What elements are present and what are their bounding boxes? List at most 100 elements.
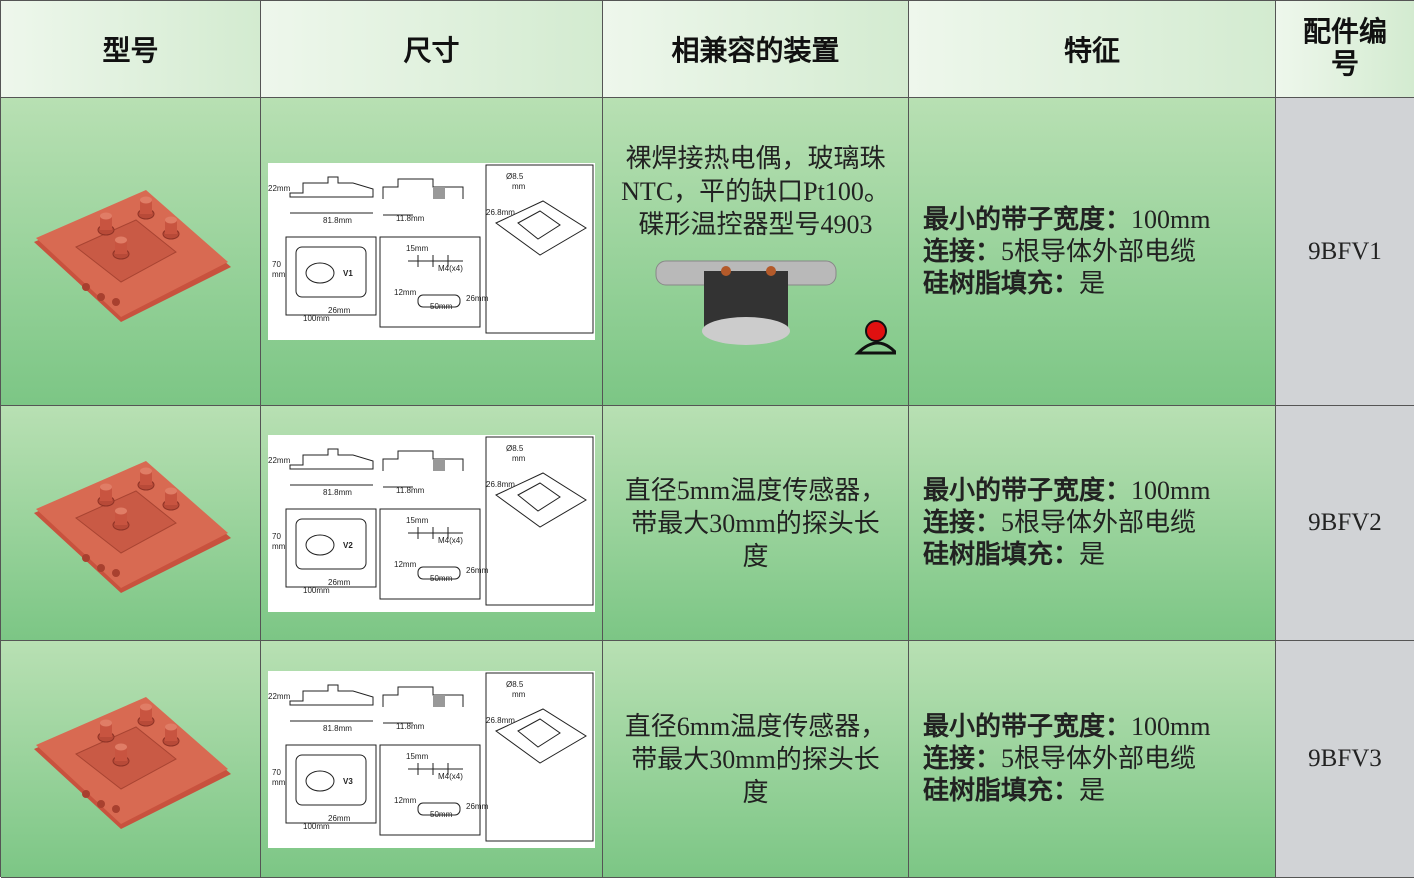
variant-mark: V2 <box>343 541 353 550</box>
rivet <box>720 266 731 276</box>
post-body <box>139 707 152 721</box>
dimension-label: 70 <box>272 532 281 541</box>
marker <box>864 320 887 342</box>
feature-value: 是 <box>1079 776 1106 805</box>
top-view-hole <box>305 262 335 284</box>
dimension-label: 100mm <box>303 822 330 831</box>
top-view <box>295 246 367 298</box>
dimension-label: 100mm <box>303 586 330 595</box>
post-body <box>164 727 177 741</box>
feature-line: 连接：5根导体外部电缆 <box>923 743 1196 775</box>
iso-view <box>495 200 587 256</box>
hatch <box>433 458 445 471</box>
header-text: 型号 <box>102 36 159 67</box>
iso-detail <box>517 481 561 512</box>
dimension-label: 12mm <box>394 796 417 805</box>
header-cell: 特征 <box>909 1 1276 98</box>
part-number: 9BFV2 <box>1308 509 1382 536</box>
post-top <box>114 507 127 515</box>
dimension-label: 81.8mm <box>323 216 352 225</box>
feature-label: 连接： <box>923 744 1002 773</box>
dimension-label: Ø8.5 <box>506 444 524 453</box>
hole <box>81 554 90 562</box>
device-text: 直径5mm温度传感器，带最大30mm的探头长度 <box>624 475 887 571</box>
hole <box>81 282 90 291</box>
feature-label: 硅树脂填充： <box>923 776 1080 805</box>
size-cell: 22mm 81.8mm 11.8mm Ø8.5 mm 26.8mm 70 mm 26mm 100m… <box>261 406 603 641</box>
hole <box>96 800 105 808</box>
iso-box <box>485 164 594 334</box>
part-cell: 9BFV3 <box>1276 641 1414 878</box>
dimension-label: 50mm <box>430 302 453 311</box>
feature-label: 最小的带子宽度： <box>923 712 1132 741</box>
drawing-box: 22mm 81.8mm 11.8mm Ø8.5 mm 26.8mm 70 mm 26mm 100m… <box>268 670 595 848</box>
hole <box>111 805 120 813</box>
feature-value: 是 <box>1079 540 1106 569</box>
feature-line: 最小的带子宽度：100mm <box>923 475 1210 507</box>
dimension-label: 50mm <box>430 574 453 583</box>
dimension-label: 81.8mm <box>323 488 352 497</box>
post-body <box>114 239 127 254</box>
dimension-label: 11.8mm <box>396 214 425 223</box>
dimension-label: 26.8mm <box>486 716 515 725</box>
dimension-label: M4(x4) <box>438 536 463 545</box>
dimension-label: mm <box>512 182 526 191</box>
dimension-label: Ø8.5 <box>506 680 524 689</box>
hole <box>111 297 120 306</box>
front-box <box>379 744 481 835</box>
dimension-label: 81.8mm <box>323 724 352 733</box>
post-body <box>114 511 127 525</box>
side-profile <box>289 176 374 198</box>
connector <box>417 294 461 308</box>
dimension-label: 22mm <box>268 456 291 465</box>
connector <box>417 802 461 815</box>
feature-label: 连接： <box>923 508 1002 537</box>
dimension-label: 70 <box>272 768 281 777</box>
terminal <box>408 255 463 267</box>
dimension-label: Ø8.5 <box>506 172 524 181</box>
side-profile <box>289 448 374 469</box>
dimension-label: mm <box>272 542 286 551</box>
dimension-label: 15mm <box>406 516 429 525</box>
dimension-label: 26mm <box>328 814 351 823</box>
feature-cell: 最小的带子宽度：100mm 连接：5根导体外部电缆 硅树脂填充：是 <box>909 641 1276 878</box>
terminal <box>408 762 463 775</box>
dimension-label: mm <box>272 270 286 279</box>
feature-value: 100mm <box>1131 476 1211 505</box>
iso-detail <box>517 717 561 748</box>
post-body <box>99 215 112 230</box>
dimension-label: 26mm <box>466 802 489 811</box>
hole <box>96 292 105 301</box>
size-cell: 22mm 81.8mm 11.8mm Ø8.5 mm 26.8mm 70 mm 26mm 100m… <box>261 641 603 878</box>
post-body <box>164 491 177 505</box>
hatch <box>433 694 445 707</box>
post-top <box>114 236 127 243</box>
dimension-label: M4(x4) <box>438 772 463 781</box>
top-view-hole <box>305 770 335 791</box>
top-view-box <box>285 236 377 316</box>
header-text: 特征 <box>1063 36 1120 67</box>
top-view <box>295 754 367 805</box>
model-cell <box>1 641 261 878</box>
header-text: 相兼容的装置 <box>671 36 840 67</box>
header-text: 尺寸 <box>403 36 460 67</box>
model-photo <box>33 189 231 322</box>
variant-mark: V3 <box>343 777 353 786</box>
device-cell: 直径5mm温度传感器，带最大30mm的探头长度 <box>603 406 909 641</box>
dimension-label: 12mm <box>394 288 417 297</box>
top-view <box>295 518 367 569</box>
feature-label: 最小的带子宽度： <box>923 204 1132 234</box>
feature-value: 是 <box>1079 268 1106 298</box>
rivet <box>765 266 776 276</box>
side-profile-2 <box>382 450 464 471</box>
connector <box>417 566 461 579</box>
feature-line: 硅树脂填充：是 <box>923 539 1105 571</box>
feature-value: 5根导体外部电缆 <box>1001 236 1197 266</box>
part-number: 9BFV3 <box>1308 745 1382 772</box>
dimension-label: 50mm <box>430 810 453 819</box>
dimension-label: mm <box>512 454 526 463</box>
dimension-label: 11.8mm <box>396 486 425 495</box>
